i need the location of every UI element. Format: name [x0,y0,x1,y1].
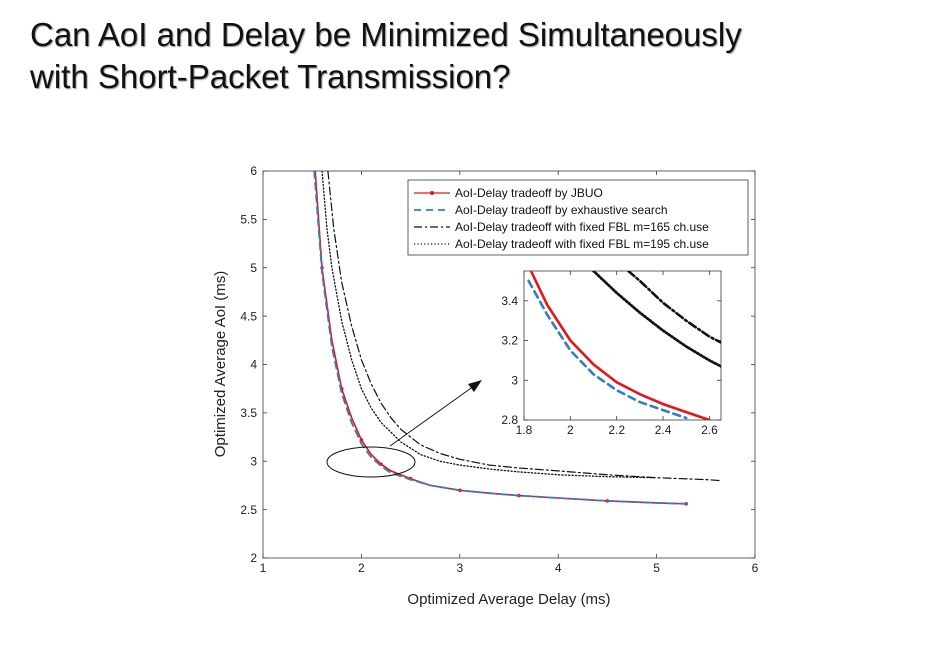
zoom-region-ellipse [326,446,416,478]
y-axis-label: Optimized Average AoI (ms) [212,271,229,457]
zoom-arrow [389,385,475,447]
zoom-arrow-head [468,380,482,392]
inset-series-line-3 [627,271,721,344]
inset-y-tick-label: 3.4 [501,294,518,308]
main-series-line-4 [321,171,658,479]
slide-title: Can AoI and Delay be Minimized Simultane… [30,14,910,98]
inset-x-tick-label: 2.6 [701,423,718,437]
main-y-tick-label: 2.5 [240,503,257,517]
x-axis-label: Optimized Average Delay (ms) [407,591,610,608]
inset-plot-frame [523,270,722,421]
main-y-tick-label: 5 [250,261,257,275]
inset-x-tick-label: 1.8 [516,423,533,437]
inset-axis-ticks: 1.8 2 2.2 2.4 2.6 2.8 3 3.2 3.4 [501,271,721,437]
inset-series-line-4 [592,271,721,368]
main-series-line-2 [313,171,687,505]
main-x-tick-label: 3 [456,561,463,575]
legend-entry-3: AoI-Delay tradeoff with fixed FBL m=165 … [455,220,709,234]
legend-box [407,179,749,256]
main-x-tick-label: 6 [752,561,759,575]
inset-x-tick-label: 2.2 [608,423,625,437]
legend: AoI-Delay tradeoff by JBUO AoI-Delay trad… [407,179,749,256]
main-y-tick-label: 4 [250,358,257,372]
main-series-group [313,171,722,506]
main-x-tick-label: 2 [358,561,365,575]
inset-y-tick-label: 3 [511,373,518,387]
main-y-tick-label: 5.5 [240,213,257,227]
main-x-tick-label: 4 [555,561,562,575]
inset-x-tick-label: 2.4 [655,423,672,437]
main-x-tick-label: 1 [260,561,267,575]
main-y-tick-label: 6 [250,164,257,178]
main-y-tick-label: 3.5 [240,406,257,420]
main-series-line-3 [327,171,722,482]
legend-swatch-marker [430,191,434,195]
main-y-tick-label: 4.5 [240,309,257,323]
main-y-tick-label: 3 [250,454,257,468]
legend-entry-4: AoI-Delay tradeoff with fixed FBL m=195 … [455,237,709,251]
legend-entry-1: AoI-Delay tradeoff by JBUO [455,186,603,200]
title-line-1: Can AoI and Delay be Minimized Simultane… [30,16,742,53]
inset-series-line-1 [529,271,711,420]
inset-y-tick-label: 3.2 [501,334,518,348]
title-line-2: with Short-Packet Transmission? [30,58,511,95]
inset-x-tick-label: 2 [567,423,574,437]
inset-series-group [527,271,721,420]
main-x-tick-label: 5 [653,561,660,575]
main-axis-ticks: 1 2 3 4 5 622.533.544.555.56 [240,164,758,575]
inset-y-tick-label: 2.8 [501,413,518,427]
main-y-tick-label: 2 [250,551,257,565]
legend-entry-2: AoI-Delay tradeoff by exhaustive search [455,203,668,217]
